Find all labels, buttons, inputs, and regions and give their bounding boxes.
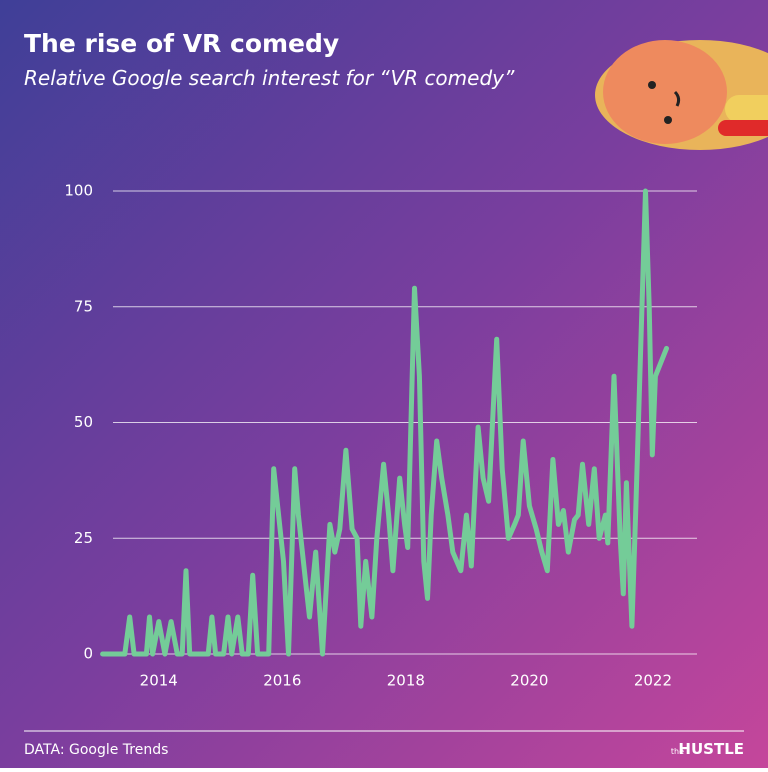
y-tick-label: 25: [74, 529, 93, 547]
chart-title: The rise of VR comedy: [24, 29, 339, 58]
x-tick-label: 2022: [634, 672, 672, 690]
data-line: [100, 188, 669, 657]
y-tick-label: 50: [74, 413, 93, 431]
hotdog-illustration: [595, 40, 768, 150]
y-tick-label: 75: [74, 297, 93, 315]
x-tick-label: 2016: [263, 672, 301, 690]
chart-subtitle: Relative Google search interest for “VR …: [24, 66, 515, 90]
source: DATA: Google Trends: [24, 742, 168, 758]
x-tick-label: 2014: [140, 672, 178, 690]
brand: HUSTLE: [678, 740, 744, 758]
x-tick-label: 2020: [510, 672, 548, 690]
y-tick-label: 0: [83, 645, 93, 663]
x-tick-label: 2018: [387, 672, 425, 690]
brand-small: the: [671, 747, 684, 756]
y-tick-label: 100: [64, 182, 93, 200]
plot-area: 0 25 50 75 100 2014 2016 2018 2020 2022: [64, 182, 697, 690]
